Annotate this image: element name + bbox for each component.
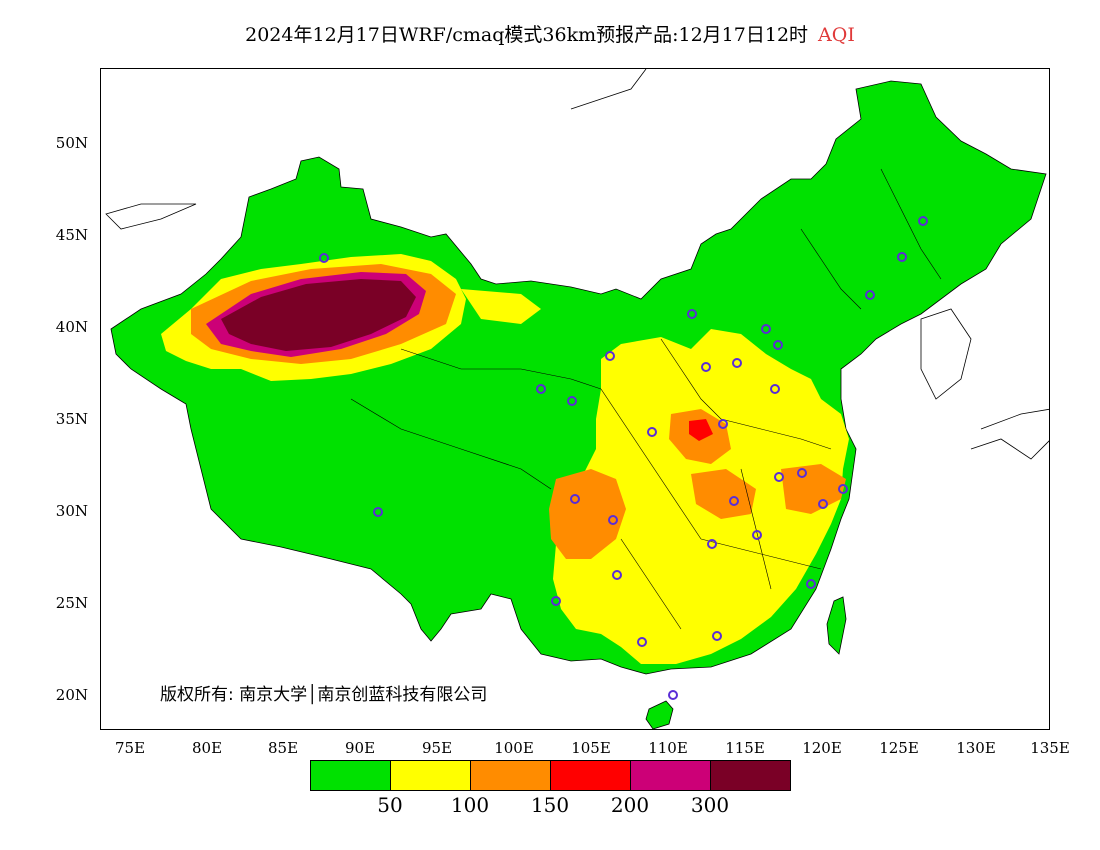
legend-swatch-6	[711, 761, 790, 790]
copyright-text: 版权所有: 南京大学│南京创蓝科技有限公司	[160, 685, 488, 705]
hainan-island	[645, 700, 674, 729]
legend-swatch-5	[631, 761, 711, 790]
aqi-zone-maroon-tarim	[221, 279, 416, 351]
lon-label-135e: 135E	[1030, 739, 1070, 757]
lon-label-90e: 90E	[344, 739, 376, 757]
aqi-map	[105, 69, 1049, 729]
legend-swatch-3	[471, 761, 551, 790]
legend-swatch-1	[311, 761, 391, 790]
legend-swatch-2	[391, 761, 471, 790]
lon-label-80e: 80E	[191, 739, 223, 757]
station-markers	[319, 216, 928, 700]
lon-label-110e: 110E	[648, 739, 688, 757]
legend-label-150: 150	[530, 793, 570, 817]
map-frame[interactable]	[100, 68, 1050, 730]
lat-label-30n: 30N	[55, 502, 88, 520]
aqi-zone-orange-sichuan	[549, 469, 626, 559]
lon-label-105e: 105E	[571, 739, 611, 757]
legend-swatch-4	[551, 761, 631, 790]
legend-label-300: 300	[690, 793, 730, 817]
lat-label-50n: 50N	[55, 134, 88, 152]
lat-label-25n: 25N	[55, 594, 88, 612]
lon-label-130e: 130E	[956, 739, 996, 757]
legend-label-50: 50	[377, 793, 403, 817]
aqi-zone-red-henan	[689, 419, 713, 441]
taiwan-island	[826, 596, 847, 655]
map-title: 2024年12月17日WRF/cmaq模式36km预报产品:12月17日12时 A…	[0, 20, 1100, 47]
legend-label-200: 200	[610, 793, 650, 817]
aqi-zone-orange-anhui	[781, 464, 846, 514]
neighbor-coastlines	[105, 69, 1049, 460]
lat-label-35n: 35N	[55, 410, 88, 428]
aqi-legend-colorbar	[310, 760, 791, 791]
lon-label-120e: 120E	[802, 739, 842, 757]
aqi-zone-orange-hubei	[691, 469, 756, 519]
lat-label-45n: 45N	[55, 226, 88, 244]
lon-label-115e: 115E	[725, 739, 765, 757]
lon-label-85e: 85E	[267, 739, 299, 757]
lat-label-40n: 40N	[55, 318, 88, 336]
title-variable: AQI	[818, 24, 855, 46]
province-boundaries	[350, 168, 942, 630]
aqi-zone-yellow-spot-1	[461, 289, 541, 324]
title-main: 2024年12月17日WRF/cmaq模式36km预报产品:12月17日12时	[245, 24, 809, 46]
lon-label-125e: 125E	[879, 739, 919, 757]
lon-label-95e: 95E	[421, 739, 453, 757]
lon-label-75e: 75E	[114, 739, 146, 757]
legend-label-100: 100	[450, 793, 490, 817]
lat-label-20n: 20N	[55, 686, 88, 704]
lon-label-100e: 100E	[494, 739, 534, 757]
